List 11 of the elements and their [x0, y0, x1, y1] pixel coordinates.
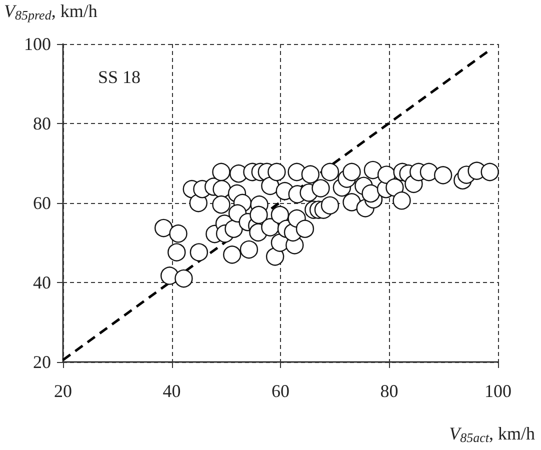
y-tick-label: 60	[33, 193, 51, 213]
y-tick-label: 20	[33, 352, 51, 372]
x-tick-label: 40	[162, 381, 181, 401]
y-tick-label: 80	[33, 114, 51, 134]
x-tick-label: 60	[272, 381, 290, 401]
x-tick-label: 80	[380, 381, 398, 401]
annotation: SS 18	[98, 67, 141, 87]
y-tick-label: 100	[24, 34, 51, 54]
x-tick-label: 20	[54, 381, 72, 401]
y-tick-label: 40	[33, 272, 51, 292]
x-tick-label: 100	[484, 381, 512, 401]
